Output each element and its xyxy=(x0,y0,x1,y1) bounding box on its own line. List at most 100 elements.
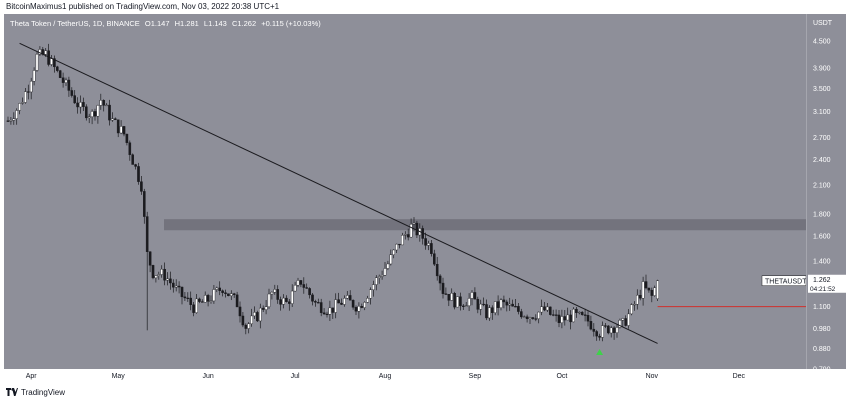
candle-body xyxy=(479,303,483,310)
candle-body xyxy=(609,327,613,334)
candle-body xyxy=(206,295,210,302)
candle-body xyxy=(177,285,181,288)
candle-body xyxy=(348,295,352,301)
candle-body xyxy=(308,288,311,296)
candle-body xyxy=(258,307,262,322)
chart-container[interactable]: THETAUSDT Theta Token / TetherUS, 1D, BI… xyxy=(4,14,847,374)
candle-body xyxy=(279,299,282,305)
candle-body xyxy=(189,297,193,305)
candle-body xyxy=(433,253,436,265)
candle-body xyxy=(108,104,111,121)
candle-body xyxy=(212,289,216,302)
candle-body xyxy=(453,293,456,308)
candle-body xyxy=(116,119,120,134)
candle-body xyxy=(409,224,413,238)
candle-body xyxy=(430,243,433,254)
candle-body xyxy=(229,293,233,297)
time-tick-label: May xyxy=(112,373,126,380)
candle-body xyxy=(578,311,581,314)
candle-body xyxy=(157,274,161,276)
candle-body xyxy=(317,302,320,304)
descending-trendline[interactable] xyxy=(19,42,658,344)
candle-body xyxy=(96,105,100,117)
candles xyxy=(6,43,659,342)
candle-body xyxy=(511,303,514,307)
legend-close-value: 1.262 xyxy=(237,19,257,28)
candle-body xyxy=(209,300,213,302)
price-tick-label: 2.400 xyxy=(813,157,831,164)
candle-body xyxy=(444,293,448,295)
candle-body xyxy=(311,294,314,302)
candle-body xyxy=(244,324,248,329)
candle-body xyxy=(604,325,607,327)
candle-body xyxy=(215,287,219,290)
price-tick-label: 1.400 xyxy=(813,259,831,266)
candle-body xyxy=(82,102,85,107)
candle-body xyxy=(67,79,71,91)
candle-body xyxy=(232,293,236,296)
candle-body xyxy=(595,331,598,337)
price-plot[interactable]: THETAUSDT Theta Token / TetherUS, 1D, BI… xyxy=(4,14,806,369)
candle-body xyxy=(580,311,584,315)
legend-high-value: 1.281 xyxy=(180,19,199,28)
candlestick-chart[interactable]: THETAUSDT xyxy=(4,14,806,369)
candle-body xyxy=(540,306,543,313)
candle-body xyxy=(198,298,201,302)
candle-body xyxy=(372,284,375,290)
time-tick-label: Oct xyxy=(556,373,567,380)
candle-body xyxy=(615,327,619,333)
price-axis[interactable]: USDT 4.500 3.900 3.500 3.100 2.700 2.400 2.100 1… xyxy=(806,14,847,374)
candle-body xyxy=(27,91,30,93)
candle-body xyxy=(288,301,291,304)
candle-body xyxy=(630,304,633,315)
candle-body xyxy=(650,289,654,296)
candle-body xyxy=(70,90,74,96)
candle-body xyxy=(50,58,53,65)
tradingview-logo[interactable]: TradingView xyxy=(6,386,65,398)
candle-body xyxy=(253,312,256,317)
candle-body xyxy=(6,120,10,122)
candle-body xyxy=(137,166,140,182)
candle-body xyxy=(290,290,294,304)
candle-body xyxy=(551,314,555,316)
price-tick-label: 3.500 xyxy=(813,86,831,93)
candle-body xyxy=(482,303,485,306)
legend-symbol: Theta Token / TetherUS, 1D, BINANCE xyxy=(10,19,140,28)
candle-body xyxy=(369,289,372,299)
candle-body xyxy=(224,292,227,294)
price-tick-label: 0.880 xyxy=(813,346,831,353)
candle-body xyxy=(505,301,509,306)
time-tick-label: Jun xyxy=(202,373,213,380)
candle-body xyxy=(360,306,364,308)
candle-body xyxy=(427,243,430,246)
candle-body xyxy=(656,280,659,299)
candle-body xyxy=(273,289,277,293)
candle-body xyxy=(169,278,172,284)
publisher-line: BitcoinMaximus1 published on TradingView… xyxy=(6,2,280,11)
candle-body xyxy=(238,306,242,317)
candle-body xyxy=(377,276,381,278)
candle-body xyxy=(363,302,367,308)
candle-body xyxy=(282,297,285,305)
legend-low-value: 1.143 xyxy=(208,19,227,28)
candle-body xyxy=(293,284,297,292)
candle-body xyxy=(325,313,329,316)
price-tick-label: 2.100 xyxy=(813,182,831,189)
candle-body xyxy=(24,91,27,103)
candle-body xyxy=(563,316,567,321)
candle-body xyxy=(221,290,224,293)
last-price-label: 1.262 xyxy=(813,277,831,284)
price-tick-label: 2.700 xyxy=(813,135,831,142)
candle-body xyxy=(636,294,639,305)
candle-body xyxy=(537,311,540,319)
time-axis[interactable]: Apr May Jun Jul Aug Sep Oct Nov Dec xyxy=(4,369,850,383)
candle-body xyxy=(357,306,361,312)
price-axis-labels: USDT 4.500 3.900 3.500 3.100 2.700 2.400 2.100 1… xyxy=(808,20,847,374)
candle-body xyxy=(447,294,451,301)
candle-body xyxy=(111,118,114,121)
time-tick-label: Aug xyxy=(379,373,392,380)
candle-body xyxy=(389,254,393,265)
candle-body xyxy=(343,297,346,305)
legend-low-label: L xyxy=(203,19,209,28)
candle-body xyxy=(575,308,578,313)
